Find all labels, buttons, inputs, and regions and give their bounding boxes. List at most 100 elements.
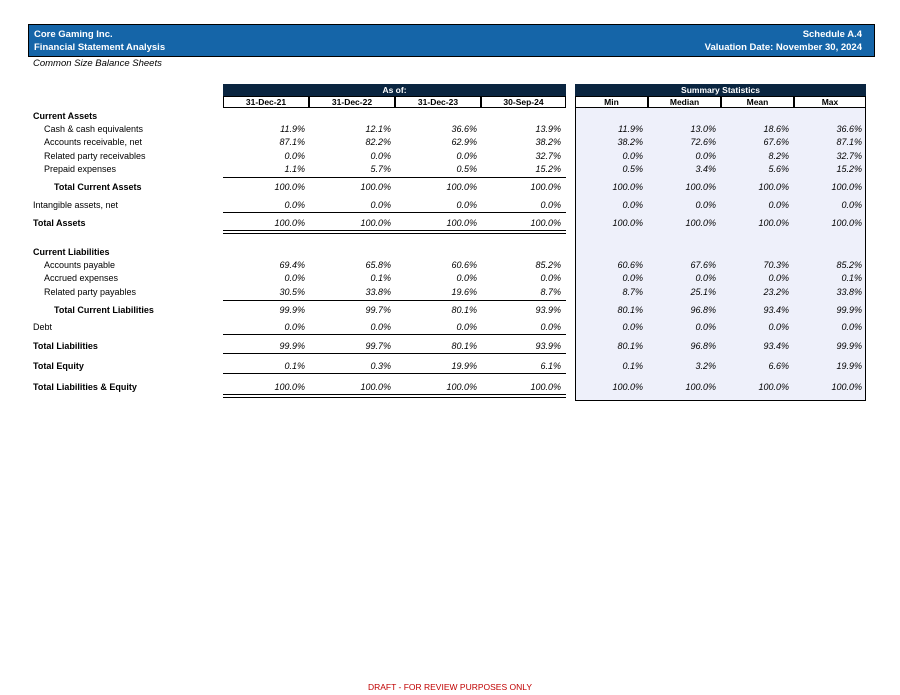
cell-value: 0.0%: [284, 200, 305, 210]
rule-line: [223, 177, 566, 178]
cell-value: 93.9%: [535, 305, 561, 315]
cell-value: 19.6%: [451, 287, 477, 297]
cell-value: 6.1%: [540, 361, 561, 371]
cell-value: 8.7%: [540, 287, 561, 297]
row-label: Prepaid expenses: [44, 164, 117, 174]
cell-value: 80.1%: [617, 341, 643, 351]
valuation-date: Valuation Date: November 30, 2024: [704, 42, 862, 53]
cell-value: 99.9%: [279, 305, 305, 315]
rule-line: [223, 212, 566, 213]
cell-value: 100.0%: [758, 382, 789, 392]
cell-value: 8.2%: [768, 151, 789, 161]
cell-value: 1.1%: [284, 164, 305, 174]
cell-value: 60.6%: [617, 260, 643, 270]
cell-value: 100.0%: [274, 382, 305, 392]
row-label: Current Assets: [33, 111, 98, 121]
cell-value: 0.0%: [284, 151, 305, 161]
cell-value: 100.0%: [685, 218, 716, 228]
cell-value: 0.0%: [622, 151, 643, 161]
summary-stats-band: Summary Statistics: [575, 84, 866, 96]
row-label: Total Current Liabilities: [54, 305, 154, 315]
cell-value: 100.0%: [612, 382, 643, 392]
cell-value: 93.4%: [763, 305, 789, 315]
cell-value: 100.0%: [274, 182, 305, 192]
cell-value: 6.6%: [768, 361, 789, 371]
cell-value: 96.8%: [690, 341, 716, 351]
cell-value: 80.1%: [451, 341, 477, 351]
cell-value: 87.1%: [279, 137, 305, 147]
cell-value: 0.5%: [622, 164, 643, 174]
schedule-number: Schedule A.4: [802, 29, 862, 40]
cell-value: 0.0%: [695, 273, 716, 283]
cell-value: 11.9%: [280, 124, 305, 134]
cell-value: 93.9%: [535, 341, 561, 351]
cell-value: 15.2%: [535, 164, 561, 174]
cell-value: 5.6%: [768, 164, 789, 174]
cell-value: 0.0%: [540, 322, 561, 332]
cell-value: 99.9%: [836, 341, 862, 351]
column-header: 31-Dec-23: [395, 96, 481, 108]
cell-value: 100.0%: [831, 218, 862, 228]
as-of-band: As of:: [223, 84, 566, 96]
cell-value: 0.0%: [456, 273, 477, 283]
cell-value: 0.0%: [695, 151, 716, 161]
cell-value: 36.6%: [451, 124, 477, 134]
column-header: 31-Dec-22: [309, 96, 395, 108]
cell-value: 32.7%: [836, 151, 862, 161]
cell-value: 12.1%: [365, 124, 391, 134]
cell-value: 100.0%: [446, 182, 477, 192]
row-label: Total Current Assets: [54, 182, 142, 192]
row-label: Cash & cash equivalents: [44, 124, 144, 134]
cell-value: 85.2%: [535, 260, 561, 270]
cell-value: 0.0%: [456, 322, 477, 332]
column-header: 30-Sep-24: [481, 96, 566, 108]
cell-value: 0.0%: [768, 200, 789, 210]
cell-value: 0.0%: [695, 200, 716, 210]
row-label: Total Equity: [33, 361, 84, 371]
row-label: Total Assets: [33, 218, 86, 228]
row-label: Accrued expenses: [44, 273, 119, 283]
cell-value: 100.0%: [360, 182, 391, 192]
cell-value: 100.0%: [685, 182, 716, 192]
column-header: Mean: [721, 96, 794, 108]
cell-value: 0.1%: [841, 273, 862, 283]
cell-value: 100.0%: [360, 218, 391, 228]
cell-value: 0.0%: [540, 273, 561, 283]
column-header: 31-Dec-21: [223, 96, 309, 108]
cell-value: 99.7%: [365, 341, 391, 351]
cell-value: 100.0%: [360, 382, 391, 392]
cell-value: 33.8%: [836, 287, 862, 297]
cell-value: 33.8%: [365, 287, 391, 297]
rule-line: [223, 353, 566, 354]
cell-value: 3.4%: [695, 164, 716, 174]
cell-value: 0.0%: [841, 200, 862, 210]
row-label: Accounts receivable, net: [44, 137, 143, 147]
cell-value: 0.0%: [622, 322, 643, 332]
row-label: Accounts payable: [44, 260, 116, 270]
cell-value: 0.0%: [695, 322, 716, 332]
cell-value: 0.0%: [456, 151, 477, 161]
cell-value: 100.0%: [530, 182, 561, 192]
cell-value: 0.0%: [370, 151, 391, 161]
cell-value: 82.2%: [365, 137, 391, 147]
row-label: Related party receivables: [44, 151, 146, 161]
cell-value: 67.6%: [763, 137, 789, 147]
row-label: Total Liabilities & Equity: [33, 382, 137, 392]
column-header: Min: [575, 96, 648, 108]
cell-value: 67.6%: [690, 260, 716, 270]
cell-value: 96.8%: [690, 305, 716, 315]
cell-value: 99.9%: [836, 305, 862, 315]
column-header: Median: [648, 96, 721, 108]
cell-value: 100.0%: [831, 382, 862, 392]
cell-value: 36.6%: [836, 124, 862, 134]
cell-value: 19.9%: [451, 361, 477, 371]
cell-value: 0.0%: [540, 200, 561, 210]
cell-value: 69.4%: [279, 260, 305, 270]
row-label: Debt: [33, 322, 53, 332]
cell-value: 60.6%: [451, 260, 477, 270]
rule-line: [223, 373, 566, 374]
rule-line: [223, 230, 566, 234]
summary-stats-panel: [575, 96, 866, 401]
cell-value: 13.9%: [535, 124, 561, 134]
cell-value: 93.4%: [763, 341, 789, 351]
